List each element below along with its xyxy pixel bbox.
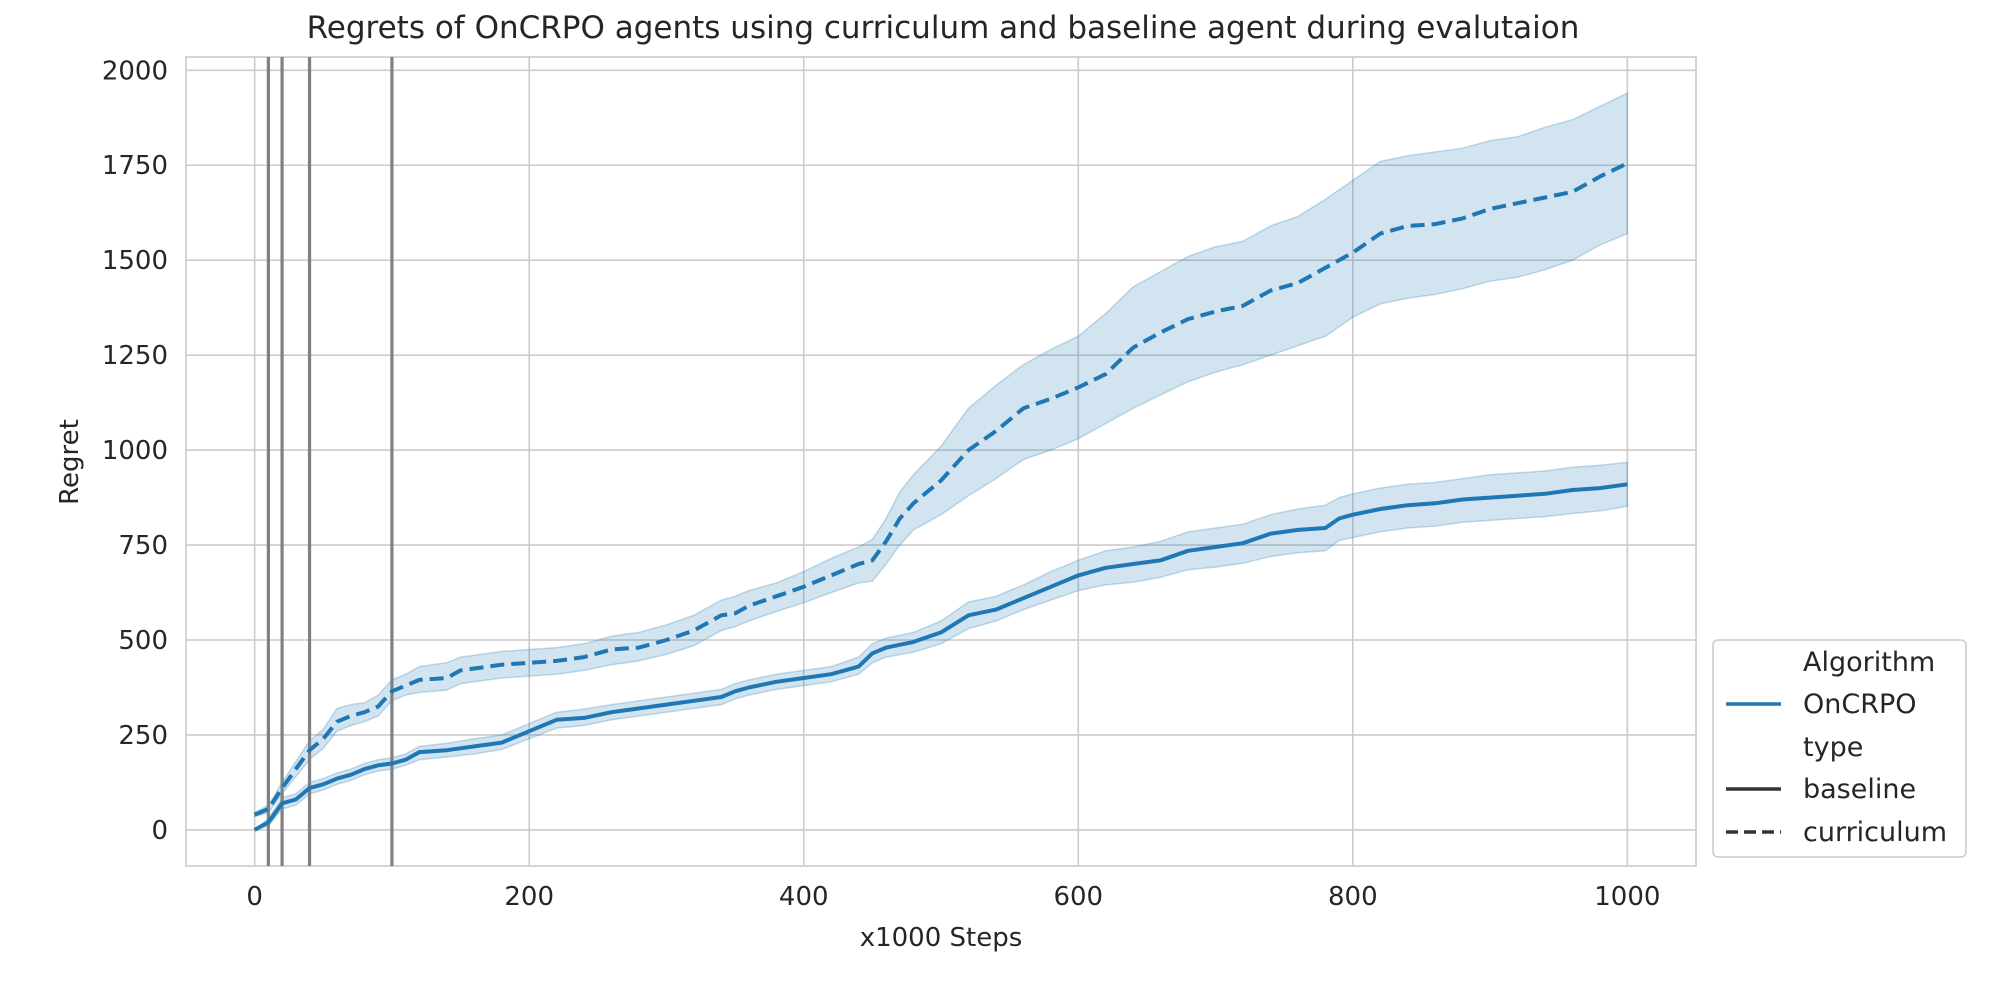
legend: Algorithm OnCRPO type baseline curriculu… bbox=[1712, 639, 1967, 858]
curriculum-stage-lines bbox=[266, 57, 394, 866]
x-tick-label: 200 bbox=[504, 882, 554, 912]
x-axis-label: x1000 Steps bbox=[860, 923, 1023, 953]
legend-entry-baseline: baseline bbox=[1803, 774, 1916, 805]
x-tick-labels: 0 200 400 600 800 1000 bbox=[246, 882, 1660, 912]
x-tick-label: 800 bbox=[1328, 882, 1378, 912]
legend-entry-oncrpo: OnCRPO bbox=[1803, 689, 1917, 720]
y-tick-label: 750 bbox=[118, 531, 168, 561]
y-tick-label: 2000 bbox=[102, 56, 168, 86]
legend-header-algorithm: Algorithm bbox=[1803, 647, 1935, 678]
y-axis-label: Regret bbox=[55, 419, 85, 505]
series-lines bbox=[253, 161, 1629, 832]
y-tick-label: 1750 bbox=[102, 151, 168, 181]
legend-header-type: type bbox=[1803, 732, 1863, 763]
y-gridlines bbox=[186, 69, 1696, 831]
x-tick-label: 600 bbox=[1053, 882, 1103, 912]
x-tick-label: 400 bbox=[779, 882, 829, 912]
x-tick-label: 1000 bbox=[1594, 882, 1660, 912]
legend-entry-curriculum: curriculum bbox=[1803, 817, 1947, 848]
y-tick-label: 1000 bbox=[102, 436, 168, 466]
line-baseline bbox=[253, 482, 1628, 832]
x-tick-label: 0 bbox=[246, 882, 263, 912]
y-tick-label: 1250 bbox=[102, 341, 168, 371]
y-tick-label: 500 bbox=[118, 626, 168, 656]
y-tick-label: 1500 bbox=[102, 246, 168, 276]
chart-title: Regrets of OnCRPO agents using curriculu… bbox=[307, 10, 1580, 46]
y-tick-label: 250 bbox=[118, 721, 168, 751]
plot-area-frame bbox=[185, 56, 1697, 867]
line-curriculum bbox=[253, 161, 1629, 817]
y-tick-label: 0 bbox=[151, 816, 168, 846]
confidence-band-curriculum bbox=[253, 91, 1629, 818]
legend-box bbox=[1712, 639, 1967, 858]
y-tick-labels: 0 250 500 750 1000 1250 1500 1750 2000 bbox=[102, 56, 168, 846]
